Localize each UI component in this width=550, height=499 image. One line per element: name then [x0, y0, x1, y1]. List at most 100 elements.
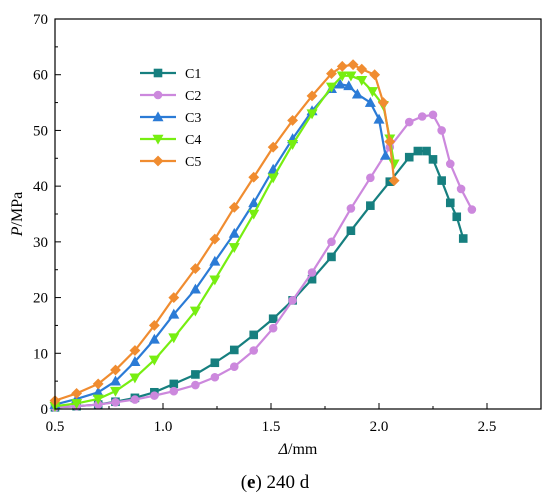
x-tick-label: 1.0	[154, 419, 173, 435]
data-point-c3	[379, 149, 391, 160]
data-point-c5	[326, 68, 337, 80]
data-point-c4	[336, 71, 348, 82]
y-tick-label: 10	[33, 346, 48, 362]
legend-marker	[152, 111, 164, 122]
y-axis-label-symbol: P	[9, 226, 26, 237]
data-point-c4	[109, 386, 121, 397]
data-point-c3	[109, 375, 121, 386]
data-point-c5	[384, 136, 396, 147]
series-c5	[49, 59, 400, 407]
data-point-c4	[388, 159, 400, 170]
series-layer	[49, 59, 477, 412]
data-point-c5	[248, 171, 260, 183]
data-point-c1	[413, 146, 423, 156]
y-axis-label: P/MPa	[9, 192, 26, 237]
data-point-c1	[268, 314, 278, 324]
data-point-c1	[452, 212, 462, 222]
data-point-c2	[346, 204, 356, 213]
data-point-c2	[150, 391, 159, 400]
y-tick-label: 40	[33, 179, 48, 195]
legend-label: C2	[185, 89, 201, 104]
y-tick-label: 30	[33, 235, 48, 251]
data-point-c5	[129, 345, 141, 356]
data-point-c5	[388, 175, 400, 186]
series-line-c3	[54, 83, 387, 406]
data-point-c2	[366, 173, 375, 183]
data-point-c1	[191, 370, 200, 379]
data-point-c5	[168, 292, 180, 303]
series-line-c4	[54, 74, 396, 408]
data-point-c1	[445, 198, 455, 208]
data-point-c4	[267, 173, 279, 184]
data-point-c2	[249, 346, 259, 355]
y-axis-label-unit: /MPa	[9, 192, 26, 227]
legend-entry-c1: C1	[140, 67, 201, 82]
data-point-c3	[343, 80, 355, 91]
data-point-c4	[356, 75, 368, 86]
legend-label: C4	[185, 133, 201, 148]
y-tick-label: 70	[33, 12, 48, 28]
data-point-c5	[267, 141, 279, 153]
data-point-c2	[428, 110, 438, 120]
data-point-c2	[307, 268, 317, 277]
data-point-c5	[228, 201, 240, 213]
data-point-c4	[168, 333, 180, 344]
data-point-c4	[129, 373, 141, 384]
data-point-c2	[210, 372, 220, 382]
data-point-c2	[111, 398, 120, 407]
data-point-c1	[346, 226, 356, 236]
legend-entry-c4: C4	[140, 133, 201, 148]
legend-label: C5	[185, 155, 201, 170]
data-point-c3	[129, 356, 141, 366]
data-point-c5	[306, 90, 318, 102]
data-point-c5	[377, 97, 389, 108]
caption-prefix: (	[241, 472, 247, 493]
data-point-c3	[168, 308, 180, 319]
x-axis-label-unit: /mm	[288, 441, 318, 458]
data-point-c4	[325, 82, 337, 93]
data-point-c1	[169, 379, 179, 389]
data-point-c2	[437, 126, 446, 135]
figure-caption: (e) 240 d	[241, 472, 310, 493]
data-point-c3	[209, 255, 221, 266]
data-point-c2	[229, 362, 239, 371]
x-tick-label: 2.0	[370, 419, 389, 435]
caption-letter: e	[247, 472, 255, 493]
plot-frame	[54, 18, 542, 410]
data-point-c2	[191, 380, 200, 390]
data-point-c2	[456, 184, 466, 194]
caption-suffix: ) 240 d	[255, 472, 309, 493]
data-point-c1	[210, 358, 220, 368]
legend-entry-c3: C3	[140, 111, 201, 126]
data-point-c3	[248, 197, 260, 208]
data-point-c3	[189, 283, 201, 294]
series-line-c5	[54, 63, 396, 402]
data-point-c1	[458, 234, 468, 243]
data-point-c2	[130, 395, 140, 404]
data-point-c5	[356, 63, 368, 75]
data-point-c5	[71, 387, 83, 399]
data-point-c4	[345, 71, 357, 82]
data-point-c2	[169, 386, 179, 396]
tick-labels: 0.5 1.0 1.5 2.0 2.5 0 10 20 30 40 50 60 70	[33, 12, 496, 435]
x-axis-label: Δ/mm	[278, 441, 318, 458]
data-point-c5	[336, 60, 348, 72]
data-point-c2	[268, 323, 278, 333]
x-tick-label: 0.5	[46, 419, 65, 435]
y-tick-label: 20	[33, 291, 48, 307]
legend-marker	[152, 155, 164, 167]
y-tick-label: 0	[41, 402, 49, 418]
x-axis-label-symbol: Δ	[278, 441, 288, 458]
data-point-c3	[267, 163, 279, 174]
data-point-c5	[209, 233, 221, 245]
data-point-c4	[228, 243, 240, 254]
legend-label: C3	[185, 111, 201, 126]
data-point-c1	[229, 345, 239, 355]
x-tick-label: 2.5	[478, 419, 497, 435]
data-point-c3	[148, 333, 160, 344]
data-point-c5	[92, 378, 104, 390]
data-point-c5	[369, 69, 381, 81]
data-point-c5	[287, 114, 299, 126]
data-point-c1	[437, 176, 446, 185]
